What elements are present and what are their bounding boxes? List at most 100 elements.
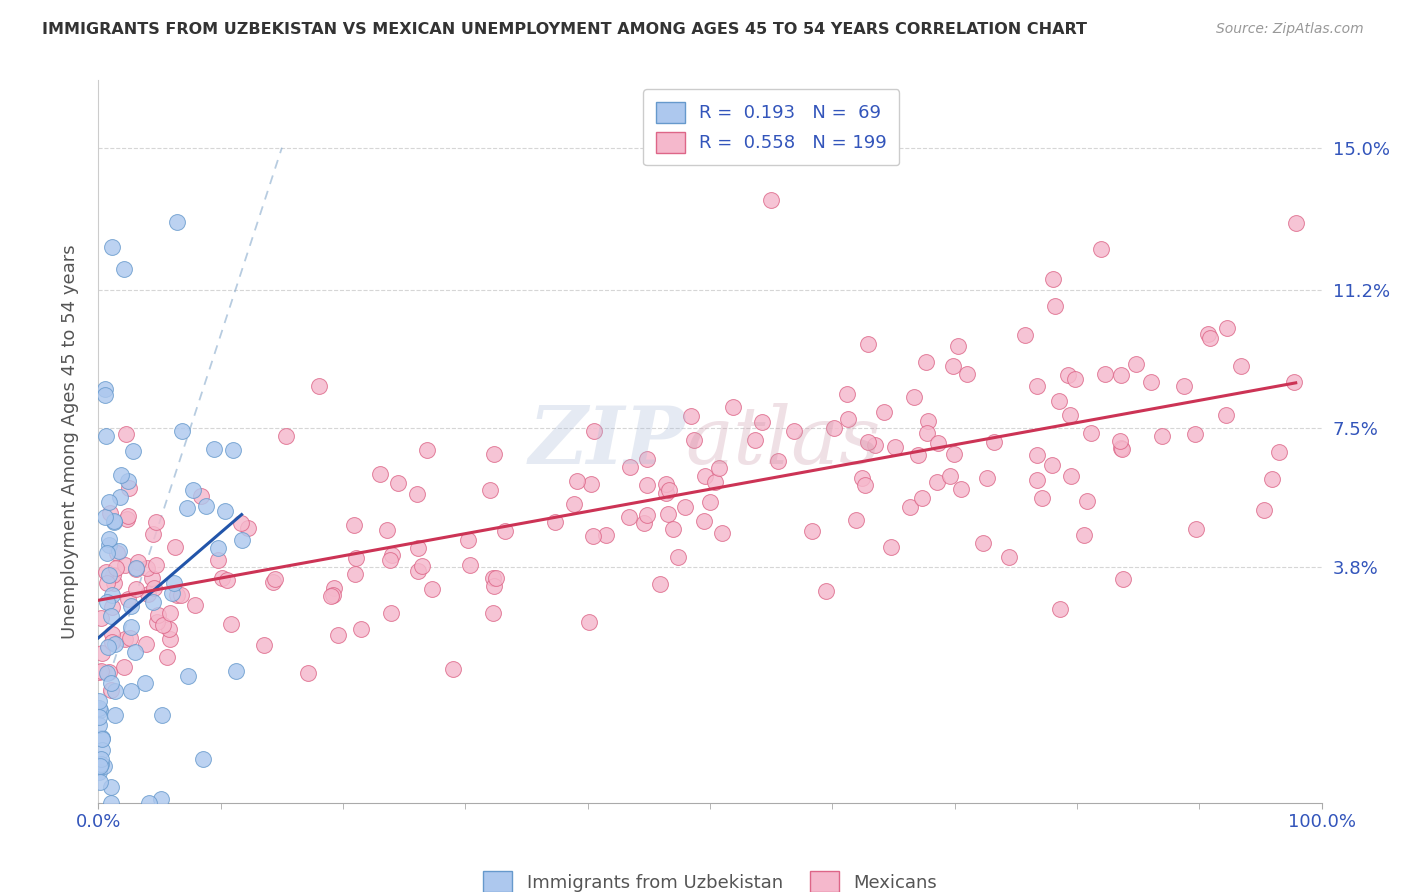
Point xyxy=(120,599,142,613)
Point xyxy=(276,429,298,443)
Point xyxy=(707,460,730,475)
Point xyxy=(166,215,188,229)
Point xyxy=(207,541,229,555)
Point xyxy=(90,665,112,679)
Point xyxy=(661,522,683,536)
Point xyxy=(579,477,602,491)
Point xyxy=(983,434,1005,449)
Point xyxy=(655,486,678,500)
Point xyxy=(98,665,121,680)
Point xyxy=(1042,271,1064,285)
Point xyxy=(636,451,658,466)
Point xyxy=(159,606,181,620)
Point xyxy=(89,703,111,717)
Point xyxy=(152,617,174,632)
Point xyxy=(322,588,344,602)
Point xyxy=(368,467,391,481)
Point xyxy=(408,541,430,555)
Point xyxy=(617,509,640,524)
Point xyxy=(801,524,824,538)
Point xyxy=(127,555,149,569)
Point xyxy=(211,571,233,585)
Point xyxy=(112,262,135,277)
Point xyxy=(636,478,658,492)
Point xyxy=(100,780,122,795)
Point xyxy=(145,516,167,530)
Point xyxy=(939,469,962,483)
Point xyxy=(1080,426,1102,441)
Point xyxy=(1025,473,1047,487)
Point xyxy=(835,386,858,401)
Point xyxy=(176,500,198,515)
Point xyxy=(118,631,141,645)
Point xyxy=(1111,442,1133,456)
Point xyxy=(693,469,716,483)
Point xyxy=(387,476,409,491)
Text: ZIP: ZIP xyxy=(529,403,686,480)
Point xyxy=(898,500,921,515)
Point xyxy=(93,388,115,402)
Point xyxy=(406,564,429,578)
Point xyxy=(915,354,938,368)
Point xyxy=(907,449,929,463)
Point xyxy=(214,504,236,518)
Point xyxy=(219,616,242,631)
Text: Source: ZipAtlas.com: Source: ZipAtlas.com xyxy=(1216,22,1364,37)
Point xyxy=(658,483,681,497)
Point xyxy=(1229,359,1251,373)
Point xyxy=(138,796,160,810)
Point xyxy=(655,476,678,491)
Point xyxy=(636,508,658,522)
Point xyxy=(114,558,136,572)
Point xyxy=(264,572,287,586)
Point xyxy=(193,752,215,766)
Point xyxy=(91,731,114,745)
Point xyxy=(146,615,169,630)
Point xyxy=(942,359,965,373)
Point xyxy=(344,551,367,566)
Point xyxy=(98,506,121,520)
Point xyxy=(114,632,136,646)
Point xyxy=(1173,379,1195,393)
Point xyxy=(710,525,733,540)
Y-axis label: Unemployment Among Ages 45 to 54 years: Unemployment Among Ages 45 to 54 years xyxy=(60,244,79,639)
Point xyxy=(104,684,127,698)
Point xyxy=(823,421,845,435)
Text: atlas: atlas xyxy=(686,403,882,480)
Point xyxy=(115,427,138,442)
Point xyxy=(184,598,207,612)
Point xyxy=(1031,491,1053,505)
Point xyxy=(1125,357,1147,371)
Point xyxy=(1253,503,1275,517)
Point xyxy=(297,666,319,681)
Point xyxy=(1073,528,1095,542)
Point xyxy=(485,571,508,585)
Point xyxy=(323,581,346,595)
Point xyxy=(142,595,165,609)
Point xyxy=(948,339,970,353)
Point xyxy=(141,571,163,585)
Point xyxy=(1040,458,1063,472)
Point xyxy=(582,424,605,438)
Point xyxy=(122,444,145,458)
Point xyxy=(89,694,111,708)
Point xyxy=(103,576,125,591)
Point xyxy=(166,588,188,602)
Point xyxy=(103,515,125,529)
Point xyxy=(1184,427,1206,442)
Point xyxy=(117,474,139,488)
Point xyxy=(90,757,112,772)
Point xyxy=(124,645,146,659)
Point xyxy=(1049,601,1071,615)
Point xyxy=(482,606,505,620)
Point xyxy=(326,628,349,642)
Point xyxy=(343,566,366,581)
Point xyxy=(202,442,225,456)
Point xyxy=(97,495,120,509)
Point xyxy=(181,483,204,497)
Point xyxy=(93,758,115,772)
Point xyxy=(595,528,617,542)
Point xyxy=(972,535,994,549)
Point xyxy=(883,440,905,454)
Point xyxy=(308,378,330,392)
